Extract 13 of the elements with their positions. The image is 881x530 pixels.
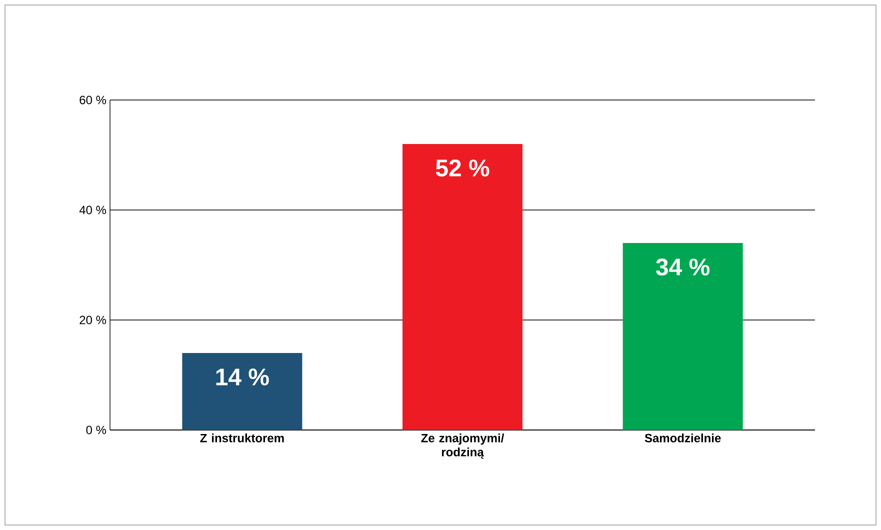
bar [622,242,743,430]
x-tick-label: Ze znajomymi/ rodziną [421,434,504,459]
data-label: 34 % [656,258,710,276]
data-label: 14 % [216,368,269,386]
bar [182,352,302,430]
bar [402,144,523,430]
x-tick-label: Samodzielnie [644,434,721,442]
y-tick-label: 0 % [86,426,106,434]
data-label: 52 % [436,160,490,177]
y-tick-label: 40 % [79,206,106,214]
x-tick-label: Z instruktorem [200,434,284,442]
y-tick-label: 20 % [80,316,106,324]
y-tick-label: 60 % [80,96,106,104]
